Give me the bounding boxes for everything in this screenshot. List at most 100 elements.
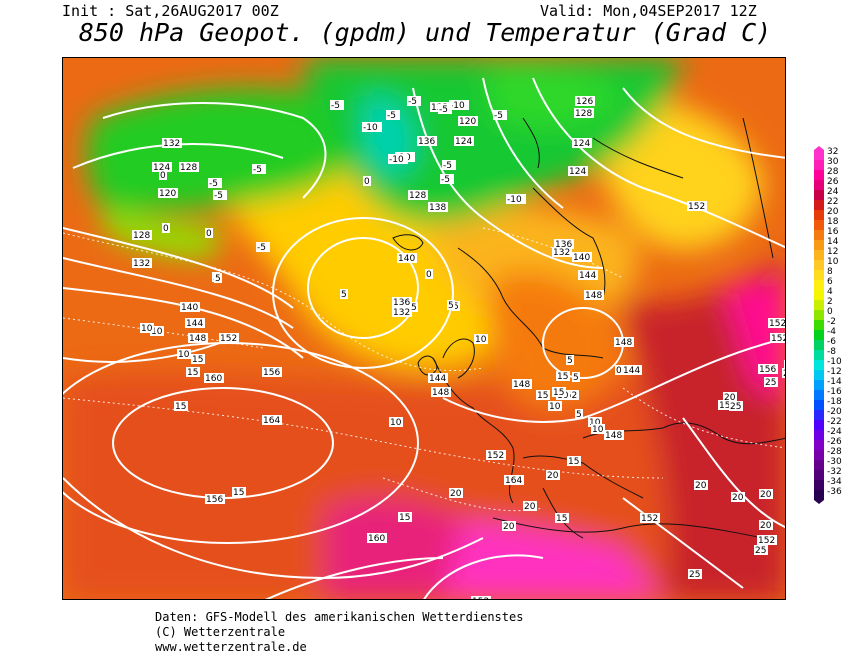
colorbar-swatch xyxy=(814,320,824,330)
temperature-colorbar: 32302826242220181614121086420-2-4-6-8-10… xyxy=(814,146,842,504)
colorbar-label: 10 xyxy=(827,257,839,267)
temperature-label: 20 xyxy=(547,471,559,481)
colorbar-swatch xyxy=(814,380,824,390)
geopotential-label: 136 xyxy=(555,240,572,250)
temperature-label: 15 xyxy=(399,513,410,523)
footer-copyright: (C) Wetterzentrale xyxy=(155,625,286,639)
geopotential-label: 144 xyxy=(429,374,446,384)
colorbar-label: 32 xyxy=(827,147,838,157)
footer-website-link[interactable]: www.wetterzentrale.de xyxy=(155,640,307,654)
colorbar-swatch xyxy=(814,280,824,290)
temperature-label: -5 xyxy=(408,97,417,107)
temperature-label-bg xyxy=(536,390,550,400)
colorbar-label: 30 xyxy=(827,157,839,167)
temperature-label-bg xyxy=(232,487,246,497)
geopotential-label-bg xyxy=(152,162,172,172)
temperature-label-bg xyxy=(447,300,455,310)
temperature-label: 15 xyxy=(553,388,564,398)
temperature-label-bg xyxy=(388,154,408,164)
temperature-label-bg xyxy=(330,100,344,110)
temperature-label: -5 xyxy=(257,243,266,253)
colorbar-swatch xyxy=(814,180,824,190)
colorbar-swatch xyxy=(814,250,824,260)
geopotential-label-bg xyxy=(504,475,524,485)
geopotential-label-bg xyxy=(512,379,532,389)
temperature-label-bg xyxy=(493,110,507,120)
temperature-label: -5 xyxy=(214,191,223,201)
temperature-label-bg xyxy=(442,160,456,170)
colorbar-label: -14 xyxy=(827,377,842,387)
geopotential-label: 148 xyxy=(615,338,632,348)
geopotential-label-bg xyxy=(768,318,785,328)
colorbar-swatch xyxy=(814,450,824,460)
temperature-label: 10 xyxy=(390,418,402,428)
geopotential-label-bg xyxy=(554,239,574,249)
colorbar-label: 22 xyxy=(827,197,838,207)
temperature-label: 15 xyxy=(192,355,203,365)
colorbar-label: -22 xyxy=(827,417,842,427)
geopotential-label-bg xyxy=(687,201,707,211)
geopotential-label: 120 xyxy=(159,189,176,199)
colorbar-label: 2 xyxy=(827,297,833,307)
geopotential-label-bg xyxy=(132,258,152,268)
temperature-label: 0 xyxy=(616,366,622,376)
geopotential-label-bg xyxy=(431,387,451,397)
geopotential-label: 120 xyxy=(459,117,476,127)
footer: Daten: GFS-Modell des amerikanischen Wet… xyxy=(155,610,523,655)
geopotential-label: 144 xyxy=(186,319,203,329)
geopotential-label-bg xyxy=(584,290,604,300)
colorbar-swatch xyxy=(814,340,824,350)
colorbar-swatch xyxy=(814,200,824,210)
colorbar-label: 8 xyxy=(827,267,833,277)
geopotential-label: 156 xyxy=(759,365,776,375)
temperature-label-bg xyxy=(523,501,537,511)
colorbar-label: -8 xyxy=(827,347,836,357)
temperature-label: -5 xyxy=(253,165,262,175)
temperature-label: 20 xyxy=(503,522,515,532)
geopotential-label: 148 xyxy=(432,388,449,398)
colorbar-label: 6 xyxy=(827,277,833,287)
temperature-label: -5 xyxy=(494,111,503,121)
colorbar-top-arrow xyxy=(814,146,824,150)
colorbar-swatch xyxy=(814,480,824,490)
geopotential-label-bg xyxy=(262,415,282,425)
temperature-label-bg xyxy=(754,545,768,555)
geopotential-label: 156 xyxy=(263,368,280,378)
geopotential-contours xyxy=(63,77,785,599)
geopotential-label-bg xyxy=(132,230,152,240)
colorbar-swatch xyxy=(814,420,824,430)
temperature-label: 10 xyxy=(475,335,487,345)
colorbar-label: -36 xyxy=(827,487,842,497)
temperature-label-bg xyxy=(449,488,463,498)
colorbar-label: -16 xyxy=(827,387,842,397)
colorbar-swatches xyxy=(814,146,824,504)
geopotential-label-bg xyxy=(392,297,412,307)
temperature-label: 10 xyxy=(549,402,561,412)
colorbar-swatch xyxy=(814,300,824,310)
colorbar-label: 20 xyxy=(827,207,839,217)
temperature-label-bg xyxy=(150,326,164,336)
geopotential-label: 126 xyxy=(576,97,593,107)
weather-map: 132 124 128 120 128 132 138 140 144 148 152 156 160 1… xyxy=(62,57,786,600)
temperature-label-bg xyxy=(615,365,623,375)
geopotential-label-bg xyxy=(568,166,588,176)
temperature-label: -5 xyxy=(443,161,452,171)
geopotential-label-bg xyxy=(486,450,506,460)
temperature-label: 20 xyxy=(732,493,744,503)
geopotential-label-bg xyxy=(552,247,572,257)
temperature-label-bg xyxy=(363,176,371,186)
temperature-label: 15 xyxy=(557,372,568,382)
colorbar-label: -30 xyxy=(827,457,842,467)
colorbar-label: 14 xyxy=(827,237,839,247)
colorbar-label: -34 xyxy=(827,477,842,487)
temperature-label: 20 xyxy=(724,393,736,403)
temperature-label: 15 xyxy=(556,514,567,524)
temperature-label-bg xyxy=(572,372,580,382)
colorbar-label: -26 xyxy=(827,437,842,447)
temperature-label-bg xyxy=(174,401,188,411)
geopotential-label: 152 xyxy=(487,451,504,461)
geopotential-label: 136 xyxy=(418,137,435,147)
geopotential-label: 148 xyxy=(189,334,206,344)
geopotential-label: 152 xyxy=(688,202,705,212)
